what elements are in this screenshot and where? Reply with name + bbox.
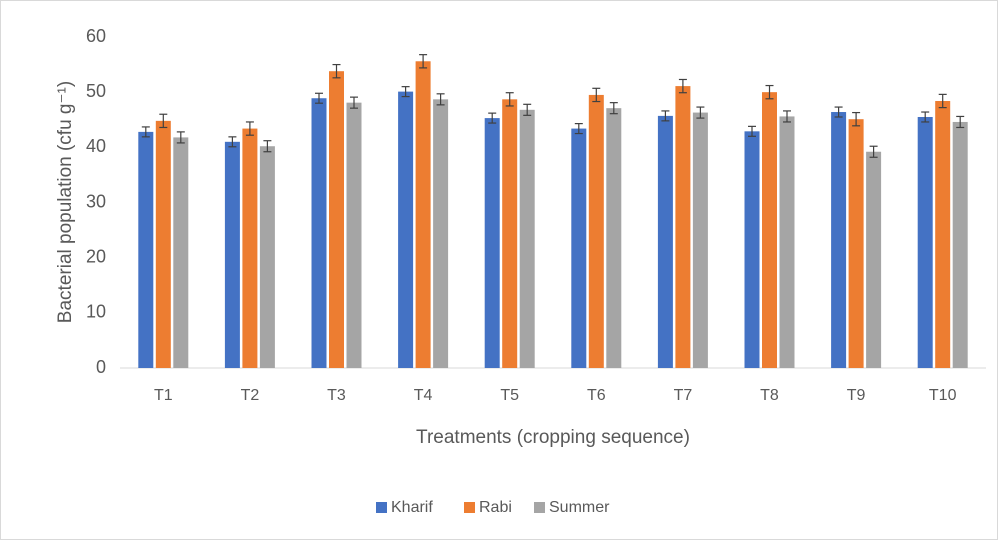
bar (779, 116, 795, 368)
x-tick-label: T3 (327, 387, 346, 404)
error-bar (921, 111, 930, 123)
legend-swatch (534, 502, 545, 513)
legend-label: Rabi (479, 499, 512, 516)
bar (519, 109, 535, 368)
bar (588, 94, 604, 369)
error-bar (159, 113, 168, 129)
x-tick-label: T10 (929, 387, 957, 404)
bar (744, 131, 760, 368)
error-bar (401, 86, 410, 98)
y-tick-label: 30 (86, 191, 106, 211)
x-axis-label: Treatments (cropping sequence) (416, 427, 690, 448)
bar (224, 141, 240, 368)
bar (155, 120, 171, 368)
bar (831, 112, 847, 368)
bar (848, 119, 864, 368)
y-tick-label: 20 (86, 246, 106, 266)
bar (484, 118, 500, 368)
y-tick-label: 10 (86, 302, 106, 322)
error-bar (834, 106, 843, 118)
y-tick-label: 0 (96, 357, 106, 377)
error-bar (609, 102, 618, 115)
error-bar (505, 92, 514, 107)
error-bar (956, 115, 965, 129)
error-bar (696, 106, 705, 119)
bar (259, 146, 275, 368)
error-bar (436, 93, 445, 106)
error-bar (315, 92, 323, 104)
legend-swatch (464, 502, 475, 513)
bar (138, 131, 154, 368)
y-tick-label: 60 (86, 26, 106, 46)
error-bar (332, 63, 341, 79)
error-bar (661, 110, 670, 122)
error-bar (748, 125, 756, 137)
bar (173, 137, 189, 368)
error-bar (141, 126, 150, 138)
error-bar (765, 84, 774, 100)
bar (398, 91, 414, 369)
x-tick-label: T8 (760, 387, 779, 404)
error-bar (350, 96, 358, 109)
error-bar (574, 123, 583, 135)
bar (935, 100, 951, 368)
bar (433, 99, 449, 369)
y-axis-label: Bacterial population (cfu g⁻¹) (55, 81, 76, 323)
y-tick-label: 50 (86, 81, 106, 101)
x-tick-label: T6 (587, 387, 606, 404)
bar (657, 115, 673, 368)
error-bar (869, 145, 878, 158)
error-bar (852, 111, 861, 127)
bar (762, 92, 777, 369)
legend-label: Summer (549, 499, 610, 516)
bar (311, 98, 327, 369)
bar (866, 151, 882, 368)
error-bar (523, 103, 532, 116)
x-tick-label: T2 (241, 387, 260, 404)
error-bar (678, 78, 687, 94)
legend-swatch (376, 502, 387, 513)
bar (415, 61, 431, 368)
error-bar (263, 140, 272, 153)
bar (692, 112, 708, 368)
x-tick-label: T9 (847, 387, 866, 404)
x-tick-label: T5 (500, 387, 519, 404)
bar (952, 121, 968, 368)
bar (329, 71, 344, 368)
bar (571, 128, 587, 368)
error-bar (783, 110, 791, 123)
error-bar (245, 121, 254, 136)
bar (502, 99, 518, 369)
error-bar (592, 87, 601, 103)
error-bar (488, 112, 497, 124)
x-tick-label: T1 (154, 387, 173, 404)
error-bar (938, 93, 947, 109)
bar (242, 128, 258, 368)
error-bar (419, 54, 428, 69)
bar (675, 86, 691, 369)
bar (346, 102, 362, 369)
bar (606, 108, 622, 368)
legend-label: Kharif (391, 499, 433, 516)
error-bar (176, 131, 185, 144)
bar (917, 116, 933, 368)
error-bar (228, 136, 237, 148)
y-tick-label: 40 (86, 136, 106, 156)
x-tick-label: T4 (414, 387, 433, 404)
x-tick-label: T7 (674, 387, 693, 404)
